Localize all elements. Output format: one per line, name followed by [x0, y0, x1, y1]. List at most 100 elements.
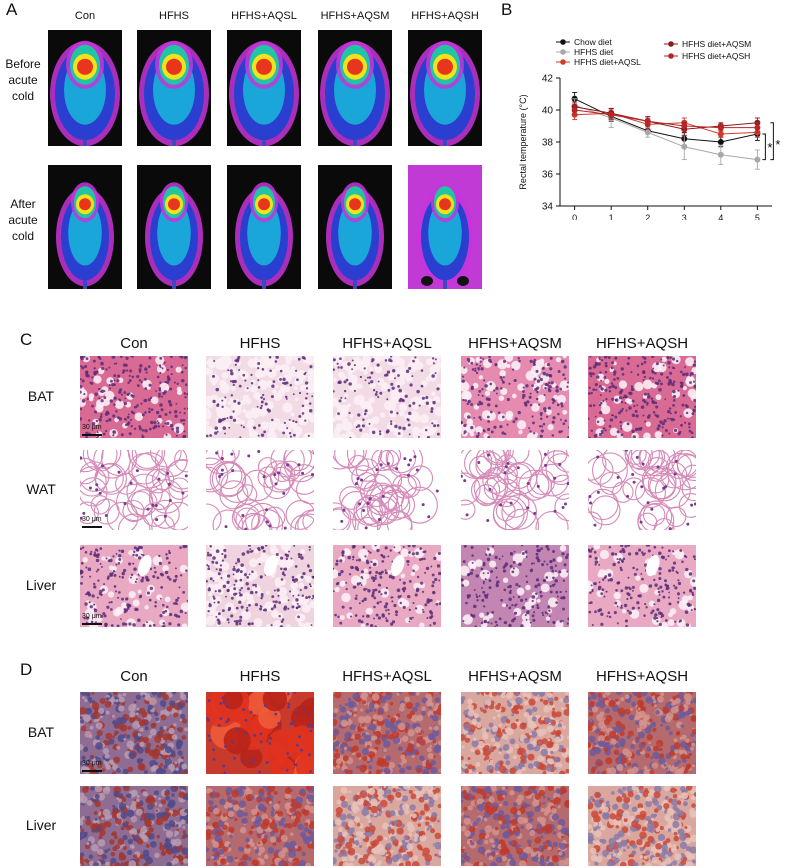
- histology-image: [80, 450, 188, 530]
- y-tick-label: 38: [542, 138, 554, 149]
- histology-image: [588, 692, 696, 774]
- panel-d-letter: D: [20, 660, 33, 679]
- panel-d-row-label-1: Liver: [25, 817, 57, 833]
- histology-image: [588, 786, 696, 866]
- histology-image: [333, 450, 441, 530]
- panel-a-row-label-before: Before acute cold: [5, 57, 41, 103]
- scale-bar-line: [82, 770, 102, 772]
- data-point: [681, 123, 688, 129]
- legend-entry-0: Chow diet: [556, 37, 612, 47]
- scale-bar-label: 30 μm: [82, 516, 102, 523]
- data-point: [644, 129, 651, 136]
- thermal-image: [318, 165, 392, 289]
- legend-label: HFHS diet+AQSH: [682, 51, 750, 61]
- histology-image: [206, 356, 314, 438]
- legend-label: HFHS diet: [574, 47, 614, 57]
- data-point: [571, 107, 578, 113]
- histology-image: [80, 356, 188, 438]
- panel-a-header-4: HFHS+AQSH: [411, 10, 479, 22]
- scale-bar: 30 μm: [82, 424, 112, 436]
- thermal-image: [408, 165, 482, 289]
- histology-image: [206, 692, 314, 774]
- panel-c-letter: C: [20, 330, 33, 349]
- series-2: [571, 107, 761, 138]
- data-point: [754, 124, 761, 131]
- data-point: [754, 156, 761, 163]
- legend-entry-4: HFHS diet+AQSH: [664, 51, 750, 61]
- scale-bar: 30 μm: [82, 760, 112, 772]
- x-tick-label: 5: [755, 213, 760, 220]
- panel-a-row-label-after: After acute cold: [8, 197, 38, 243]
- thermal-image: [408, 30, 482, 146]
- x-tick-label: 1: [609, 213, 614, 220]
- scale-bar-label: 30 μm: [82, 424, 102, 431]
- thermal-image: [227, 165, 301, 289]
- scale-bar: 30 μm: [82, 613, 112, 625]
- panel-a-letter: A: [6, 0, 18, 19]
- legend-label: HFHS diet+AQSL: [574, 57, 641, 67]
- thermal-image: [318, 30, 392, 146]
- panel-c-header-4: HFHS+AQSH: [595, 335, 689, 352]
- thermal-image: [137, 30, 211, 146]
- significance-bracket-1: *: [770, 122, 780, 161]
- significance-star: *: [767, 140, 772, 155]
- histology-image: [80, 786, 188, 866]
- legend-swatch-marker: [560, 39, 566, 45]
- panel-a-header-2: HFHS+AQSL: [231, 10, 297, 22]
- y-tick-label: 42: [542, 74, 554, 85]
- legend-swatch-marker: [668, 53, 674, 59]
- x-tick-label: 3: [682, 213, 687, 220]
- legend-label: HFHS diet+AQSM: [682, 39, 751, 49]
- panel-a-header-1: HFHS: [159, 10, 189, 22]
- histology-image: [461, 786, 569, 866]
- thermal-image: [48, 30, 122, 146]
- series-0: [571, 91, 761, 148]
- scale-bar: 30 μm: [82, 516, 112, 528]
- data-point: [717, 139, 724, 145]
- y-axis-label: Rectal temperature (°C): [518, 94, 528, 189]
- histology-image: [461, 545, 569, 627]
- series-4: [571, 104, 761, 133]
- panel-d-header-1: HFHS: [239, 668, 281, 685]
- data-point: [717, 131, 724, 137]
- panel-c-header-1: HFHS: [239, 335, 281, 352]
- panel-c-row-label-1: WAT: [26, 481, 56, 497]
- histology-image: [461, 692, 569, 774]
- histology-image: [333, 356, 441, 438]
- series-3: [571, 101, 761, 137]
- panel-d-header-3: HFHS+AQSM: [468, 668, 562, 685]
- significance-star: *: [775, 137, 780, 152]
- panel-c-header-0: Con: [120, 335, 148, 352]
- histology-image: [461, 356, 569, 438]
- histology-image: [588, 450, 696, 530]
- data-point: [681, 143, 688, 150]
- panel-a-header-3: HFHS+AQSM: [320, 10, 390, 22]
- significance-bracket-0: *: [762, 133, 772, 161]
- scale-bar-label: 30 μm: [82, 613, 102, 620]
- histology-image: [80, 545, 188, 627]
- panel-a-header-0: Con: [74, 10, 96, 22]
- panel-d-header-4: HFHS+AQSH: [595, 668, 689, 685]
- x-tick-label: 2: [645, 213, 650, 220]
- histology-image: [80, 692, 188, 774]
- series-line: [574, 109, 758, 129]
- histology-image: [206, 545, 314, 627]
- histology-image: [588, 545, 696, 627]
- legend-entry-1: HFHS diet: [556, 47, 614, 57]
- data-point: [608, 111, 615, 118]
- thermal-image: [48, 165, 122, 289]
- series-line: [574, 104, 758, 161]
- histology-image: [206, 450, 314, 530]
- histology-image: [206, 786, 314, 866]
- histology-image: [333, 786, 441, 866]
- legend-swatch-marker: [560, 49, 566, 55]
- panel-c-header-3: HFHS+AQSM: [468, 335, 562, 352]
- scale-bar-label: 30 μm: [82, 760, 102, 767]
- data-point: [717, 124, 724, 131]
- y-tick-label: 36: [542, 170, 554, 181]
- histology-image: [588, 356, 696, 438]
- series-line: [574, 98, 758, 143]
- panel-c-header-2: HFHS+AQSL: [342, 335, 432, 352]
- histology-image: [333, 692, 441, 774]
